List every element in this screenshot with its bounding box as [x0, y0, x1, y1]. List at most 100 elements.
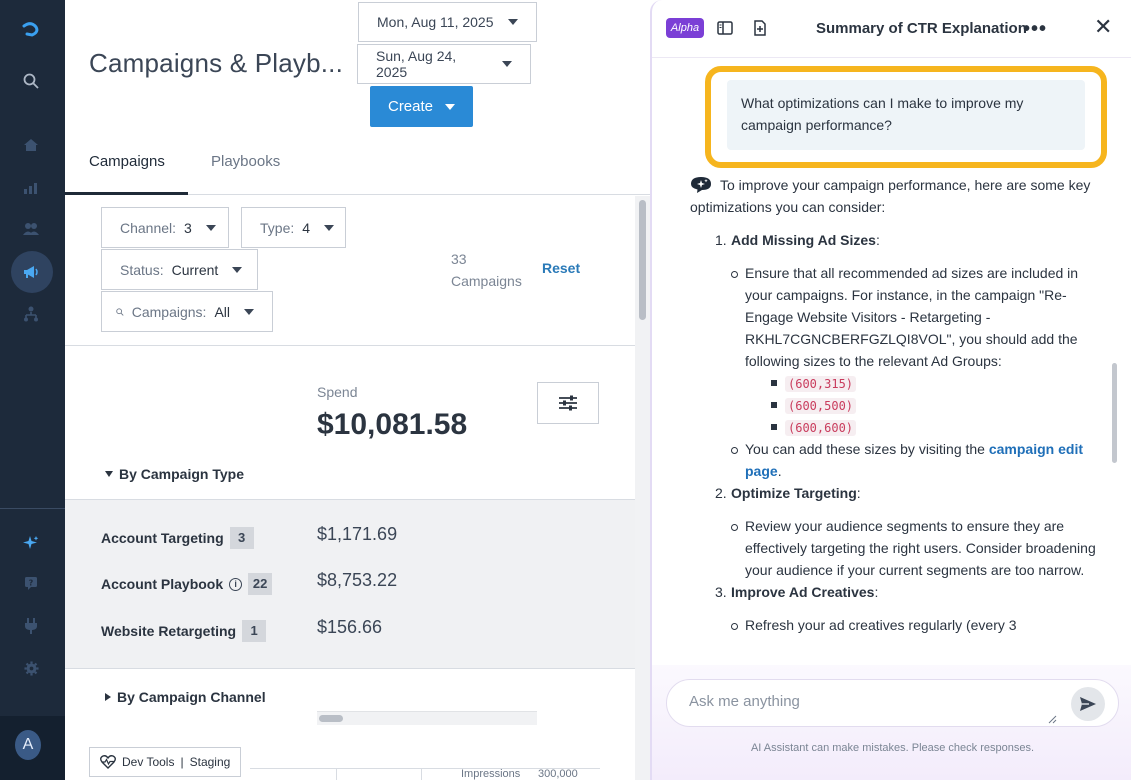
audiences-icon[interactable]: [18, 216, 44, 242]
chevron-down-icon: [502, 61, 512, 67]
chat-title: Summary of CTR Explanation: [816, 20, 1027, 37]
heart-pulse-icon: [100, 755, 116, 769]
ad-size-list: (600,315) (600,500) (600,600): [771, 372, 1100, 438]
sliders-icon: [559, 395, 577, 411]
chat-sparkle-icon: [691, 177, 711, 193]
list-bullet: Ensure that all recommended ad sizes are…: [731, 262, 1100, 372]
campaigns-filter-label: Campaigns:: [131, 303, 207, 320]
more-options-icon[interactable]: •••: [1023, 18, 1048, 40]
end-date-picker[interactable]: Sun, Aug 24, 2025: [357, 44, 531, 84]
tab-campaigns[interactable]: Campaigns: [89, 153, 165, 170]
impressions-header: Impressions: [461, 768, 521, 780]
column-settings-button[interactable]: [537, 382, 599, 424]
channel-filter[interactable]: Channel: 3: [101, 207, 229, 248]
table-divider: [421, 768, 422, 780]
by-campaign-type-toggle[interactable]: By Campaign Type: [105, 466, 244, 482]
chat-header: Alpha Summary of CTR Explanation ••• ✕: [652, 0, 1131, 58]
assistant-message: To improve your campaign performance, he…: [690, 174, 1100, 636]
assistant-intro: To improve your campaign performance, he…: [690, 174, 1100, 218]
list-bullet: Refresh your ad creatives regularly (eve…: [731, 614, 1100, 636]
settings-icon[interactable]: [18, 655, 44, 681]
start-date-picker[interactable]: Mon, Aug 11, 2025: [358, 2, 537, 42]
count-badge: 3: [229, 527, 254, 549]
chat-input[interactable]: [689, 693, 1049, 710]
integrations-icon[interactable]: [18, 613, 44, 639]
main-scrollbar[interactable]: [635, 196, 650, 780]
logo-icon[interactable]: [18, 17, 44, 43]
info-icon[interactable]: i: [229, 577, 243, 591]
campaigns-filter[interactable]: Campaigns: All: [101, 291, 273, 332]
new-chat-icon[interactable]: [751, 19, 769, 37]
list-item-title: Optimize Targeting: [731, 485, 857, 501]
chevron-down-icon: [244, 308, 254, 315]
campaign-type-label: Account Targeting: [101, 530, 224, 546]
type-filter[interactable]: Type: 4: [241, 207, 346, 248]
user-message: What optimizations can I make to improve…: [727, 80, 1085, 150]
by-campaign-channel-label: By Campaign Channel: [117, 689, 266, 705]
caret-down-icon: [105, 471, 113, 477]
list-item: 2. Optimize Targeting:: [715, 482, 1100, 504]
scrollbar-thumb[interactable]: [319, 715, 343, 722]
horizontal-scrollbar[interactable]: [317, 711, 537, 725]
svg-text:?: ?: [29, 579, 34, 588]
campaign-edit-link[interactable]: campaign edit page: [745, 441, 1083, 479]
send-button[interactable]: [1071, 687, 1105, 721]
reset-button[interactable]: Reset: [542, 260, 581, 276]
avatar[interactable]: A: [15, 730, 41, 760]
list-item: 3. Improve Ad Creatives:: [715, 581, 1100, 603]
table-divider: [336, 768, 337, 780]
list-item: 1. Add Missing Ad Sizes:: [715, 229, 1100, 251]
campaigns-icon[interactable]: [18, 259, 44, 285]
channel-filter-value: 3: [184, 219, 192, 236]
status-filter-value: Current: [171, 261, 219, 278]
table-row: Account Playbook i 22 $8,753.22: [101, 570, 621, 595]
ai-disclaimer: AI Assistant can make mistakes. Please c…: [750, 742, 1035, 754]
list-item: (600,315): [771, 372, 1100, 394]
list-item-title: Add Missing Ad Sizes: [731, 232, 876, 248]
list-item-title: Improve Ad Creatives: [731, 584, 875, 600]
ai-assistant-panel: Alpha Summary of CTR Explanation ••• ✕ W…: [650, 0, 1131, 780]
sidebar-toggle-icon[interactable]: [716, 19, 734, 37]
home-icon[interactable]: [18, 132, 44, 158]
page-title: Campaigns & Playb...: [89, 48, 344, 78]
ad-size-code: (600,600): [785, 420, 857, 436]
type-filter-value: 4: [302, 219, 311, 236]
resize-grip-icon[interactable]: [1047, 714, 1057, 724]
assistant-intro-text: To improve your campaign performance, he…: [690, 177, 1091, 215]
chevron-down-icon: [232, 266, 243, 273]
tab-playbooks[interactable]: Playbooks: [211, 153, 281, 170]
campaign-type-name: Website Retargeting 1: [101, 620, 267, 642]
campaign-type-name: Account Targeting 3: [101, 527, 254, 549]
reports-icon[interactable]: [18, 175, 44, 201]
chat-messages: What optimizations can I make to improve…: [666, 58, 1121, 665]
campaign-type-label: Account Playbook: [101, 576, 224, 592]
scrollbar-thumb[interactable]: [1112, 363, 1117, 463]
by-campaign-type-label: By Campaign Type: [119, 466, 244, 482]
search-icon[interactable]: [18, 68, 44, 94]
list-number: 1.: [715, 232, 727, 248]
chat-input-box: [666, 679, 1119, 727]
alpha-badge: Alpha: [666, 18, 704, 38]
dev-tools-badge[interactable]: Dev Tools | Staging: [89, 747, 242, 777]
start-date-value: Mon, Aug 11, 2025: [377, 14, 494, 30]
ad-size-code: (600,315): [785, 376, 857, 392]
active-tab-indicator: [65, 192, 188, 195]
list-bullet: You can add these sizes by visiting the …: [731, 438, 1100, 482]
help-icon[interactable]: ?: [18, 570, 44, 596]
sparkle-icon[interactable]: [18, 530, 44, 556]
create-button[interactable]: Create: [370, 86, 473, 127]
impressions-axis-value: 300,000: [538, 768, 578, 780]
count-badge: 1: [242, 620, 267, 642]
channel-table-header: [250, 768, 600, 780]
playbooks-icon[interactable]: [18, 301, 44, 327]
status-filter[interactable]: Status: Current: [101, 249, 258, 290]
dev-tools-label: Dev Tools: [122, 755, 175, 769]
status-filter-label: Status:: [120, 261, 164, 278]
chat-scrollbar[interactable]: [1110, 58, 1118, 665]
campaign-type-amount: $1,171.69: [317, 524, 398, 544]
nav-divider: [0, 508, 65, 509]
scrollbar-thumb[interactable]: [639, 200, 646, 320]
by-campaign-channel-toggle[interactable]: By Campaign Channel: [105, 689, 266, 705]
close-icon[interactable]: ✕: [1094, 14, 1113, 39]
list-item: (600,600): [771, 416, 1100, 438]
